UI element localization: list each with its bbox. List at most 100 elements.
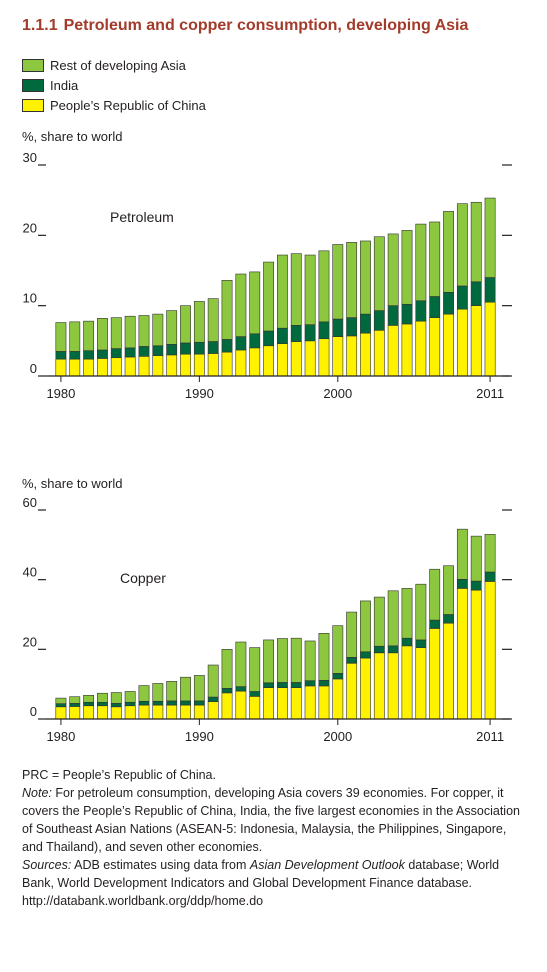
- copper-bar-india-1990: [193, 700, 205, 706]
- copper-bar-india-2004: [387, 645, 399, 654]
- sources-text-1: ADB estimates using data from: [71, 858, 250, 872]
- copper-bar-india-2010: [470, 580, 482, 591]
- copper-bar-prc-1986: [138, 704, 150, 720]
- petroleum-bar-prc-1981: [69, 358, 81, 377]
- petroleum-bar-prc-1998: [304, 340, 316, 377]
- copper-bar-prc-2005: [401, 645, 413, 720]
- petroleum-bar-india-1981: [69, 351, 81, 360]
- sources-paragraph: Sources: ADB estimates using data from A…: [22, 856, 527, 910]
- copper-chart: 0 20 40 60 1980 1990 2000 2011 Copper: [23, 495, 512, 744]
- prc-abbreviation-note: PRC = People’s Republic of China.: [22, 768, 216, 782]
- petroleum-chart: 0 10 20 30 1980 1990 2000 2011 Petroleum: [23, 150, 512, 401]
- copper-bar-prc-1990: [193, 704, 205, 720]
- petroleum-bar-prc-2009: [456, 308, 468, 377]
- petroleum-bar-prc-2007: [429, 317, 441, 377]
- copper-bar-rest-1997: [290, 637, 302, 683]
- copper-bar-prc-1988: [166, 704, 178, 720]
- note-paragraph: Note: For petroleum consumption, develop…: [22, 784, 527, 856]
- sources-label: Sources:: [22, 858, 72, 872]
- petroleum-bar-prc-1995: [263, 345, 274, 377]
- petroleum-bar-prc-2004: [387, 325, 399, 377]
- copper-bar-prc-1981: [69, 706, 81, 720]
- copper-bar-india-2005: [401, 637, 413, 647]
- copper-bar-prc-2002: [360, 657, 371, 720]
- copper-bar-prc-2010: [470, 589, 482, 720]
- petroleum-bar-rest-1995: [263, 261, 274, 332]
- copper-bar-prc-2001: [346, 662, 358, 720]
- petroleum-bar-prc-1984: [110, 357, 122, 377]
- petroleum-x-tick-label-1980: 1980: [46, 386, 75, 401]
- copper-bar-india-2008: [443, 614, 454, 624]
- copper-bar-rest-1999: [318, 633, 330, 681]
- copper-bar-india-2007: [429, 619, 441, 629]
- petroleum-bar-india-1982: [83, 350, 95, 360]
- copper-bar-india-1980: [55, 703, 67, 708]
- petroleum-bar-prc-1997: [290, 341, 302, 377]
- petroleum-annotation: Petroleum: [110, 209, 174, 225]
- copper-bar-prc-1991: [207, 701, 219, 720]
- petroleum-bar-rest-1997: [290, 253, 302, 326]
- petroleum-bar-india-1984: [110, 348, 122, 359]
- petroleum-bar-prc-1980: [55, 358, 67, 377]
- copper-bar-prc-2007: [429, 628, 441, 720]
- petroleum-bar-prc-1999: [318, 338, 330, 377]
- copper-bar-india-2003: [373, 645, 385, 654]
- petroleum-bar-india-2003: [373, 310, 385, 331]
- petroleum-bar-india-2008: [443, 292, 454, 315]
- petroleum-bar-india-1989: [180, 342, 191, 355]
- legend-swatch-india: [22, 78, 44, 92]
- copper-bar-rest-1993: [235, 641, 247, 687]
- copper-bar-prc-1996: [276, 687, 288, 720]
- copper-bar-prc-1980: [55, 706, 67, 720]
- petroleum-bar-prc-1991: [207, 353, 219, 377]
- petroleum-bar-rest-2001: [346, 242, 358, 318]
- copper-x-tick-label-1980: 1980: [46, 729, 75, 744]
- petroleum-bar-prc-1989: [180, 353, 191, 377]
- legend-label-india: India: [50, 77, 79, 93]
- petroleum-bar-prc-1996: [276, 343, 288, 377]
- figure-number: 1.1.1: [22, 17, 58, 34]
- copper-bar-rest-1994: [249, 647, 261, 692]
- copper-bar-prc-1983: [97, 705, 108, 720]
- petroleum-bar-rest-1984: [110, 317, 122, 349]
- petroleum-bar-india-1992: [221, 339, 233, 353]
- copper-bar-prc-2004: [387, 652, 399, 720]
- petroleum-bar-india-2006: [415, 300, 427, 322]
- copper-bar-rest-2004: [387, 590, 399, 647]
- copper-bar-india-1985: [124, 701, 136, 707]
- copper-bar-rest-2007: [429, 568, 441, 621]
- petroleum-bar-prc-1986: [138, 356, 150, 377]
- petroleum-x-tick-label-2000: 2000: [323, 386, 352, 401]
- petroleum-y-tick-label-30: 30: [23, 150, 37, 165]
- copper-bar-rest-1986: [138, 685, 150, 702]
- petroleum-bar-rest-2003: [373, 236, 385, 311]
- note-label: Note:: [22, 786, 52, 800]
- petroleum-bar-prc-2002: [360, 332, 371, 377]
- petroleum-bar-rest-1994: [249, 271, 261, 335]
- petroleum-bar-rest-2011: [484, 197, 496, 278]
- copper-bar-prc-2009: [456, 588, 468, 720]
- copper-y-tick-label-40: 40: [23, 565, 37, 580]
- petroleum-bar-prc-1992: [221, 351, 233, 377]
- petroleum-bar-india-1995: [263, 330, 274, 347]
- legend-label-rest: Rest of developing Asia: [50, 57, 186, 73]
- copper-bar-rest-2010: [470, 535, 482, 582]
- petroleum-bar-india-2000: [332, 318, 344, 337]
- copper-bar-india-1996: [276, 682, 288, 688]
- copper-bar-rest-2011: [484, 534, 496, 573]
- petroleum-bar-india-1983: [97, 349, 108, 359]
- petroleum-bar-rest-1980: [55, 322, 67, 352]
- petroleum-bar-prc-1990: [193, 353, 205, 377]
- copper-bar-prc-1985: [124, 705, 136, 720]
- copper-bar-rest-1991: [207, 664, 219, 698]
- petroleum-bar-rest-2002: [360, 240, 371, 315]
- copper-bar-rest-1982: [83, 695, 95, 703]
- petroleum-bar-rest-1990: [193, 301, 205, 343]
- legend-item-prc: People’s Republic of China: [22, 95, 206, 115]
- copper-bar-india-1983: [97, 701, 108, 707]
- copper-bar-rest-2005: [401, 588, 413, 639]
- legend-swatch-prc: [22, 98, 44, 112]
- copper-bar-india-1997: [290, 682, 302, 688]
- copper-bar-rest-1989: [180, 676, 191, 702]
- copper-bar-prc-2000: [332, 678, 344, 720]
